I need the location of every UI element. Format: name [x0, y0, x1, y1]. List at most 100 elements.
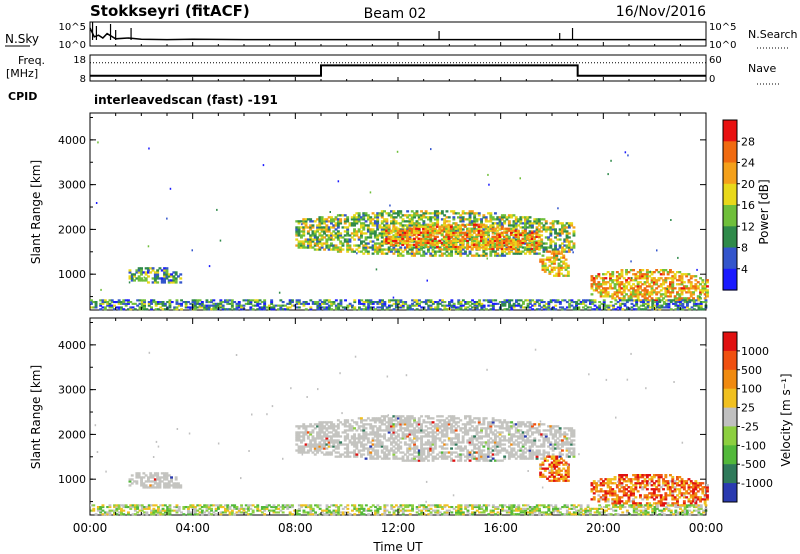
heatmap-cell	[413, 455, 416, 458]
heatmap-cell	[369, 216, 373, 219]
heatmap-cell	[514, 229, 518, 232]
heatmap-cell	[422, 419, 426, 422]
heatmap-cell	[200, 302, 204, 305]
heatmap-cell	[403, 429, 407, 432]
heatmap-cell	[537, 431, 541, 434]
heatmap-cell	[327, 306, 331, 309]
heatmap-cell	[572, 234, 576, 237]
heatmap-cell	[313, 437, 317, 440]
heatmap-cell	[498, 443, 502, 446]
heatmap-cell	[249, 299, 253, 302]
heatmap-cell	[387, 241, 391, 244]
heatmap-cell	[436, 306, 440, 309]
heatmap-cell	[295, 431, 299, 434]
heatmap-cell	[521, 431, 525, 434]
heatmap-cell	[447, 455, 451, 458]
heatmap-cell	[629, 279, 633, 282]
heatmap-cell	[304, 246, 308, 249]
heatmap-cell	[512, 455, 516, 458]
heatmap-cell	[491, 449, 495, 452]
heatmap-cell	[415, 214, 419, 217]
heatmap-cell	[535, 453, 539, 456]
heatmap-cell	[470, 425, 474, 428]
heatmap-cell	[537, 429, 541, 432]
heatmap-cell	[327, 439, 331, 442]
heatmap-cell	[389, 231, 393, 234]
heatmap-cell	[470, 443, 474, 446]
heatmap-cell	[563, 226, 567, 229]
heatmap-cell	[371, 439, 375, 442]
heatmap-cell	[508, 304, 511, 307]
heatmap-cell	[263, 306, 267, 309]
heatmap-cell	[436, 457, 440, 460]
heatmap-cell	[406, 210, 410, 213]
heatmap-cell	[344, 306, 347, 309]
heatmap-cell	[309, 431, 313, 434]
heatmap-cell	[327, 248, 331, 251]
heatmap-cell	[449, 227, 453, 230]
heatmap-cell	[531, 226, 534, 229]
heatmap-cell	[537, 235, 541, 238]
heatmap-cell	[662, 279, 665, 282]
heatmap-cell	[406, 226, 410, 229]
heatmap-cell	[484, 227, 488, 230]
heatmap-cell	[371, 228, 375, 231]
heatmap-cell	[599, 285, 603, 288]
heatmap-cell	[167, 275, 171, 278]
heatmap-cell	[480, 306, 484, 309]
heatmap-cell	[613, 279, 617, 282]
heatmap-cell	[508, 302, 511, 305]
heatmap-cell	[468, 216, 472, 219]
heatmap-cell	[500, 216, 504, 219]
heatmap-cell	[341, 214, 345, 217]
heatmap-cell	[450, 443, 453, 446]
heatmap-cell	[452, 228, 456, 231]
heatmap-cell	[472, 229, 476, 232]
heatmap-cell	[343, 429, 347, 432]
heatmap-cell	[332, 433, 336, 436]
heatmap-cell	[417, 224, 421, 227]
heatmap-cell	[431, 241, 435, 244]
heatmap-cell	[526, 431, 530, 434]
heatmap-cell	[339, 301, 343, 304]
heatmap-cell	[454, 245, 458, 249]
heatmap-cell	[422, 237, 425, 240]
heatmap-cell	[362, 218, 366, 221]
heatmap-cell	[411, 304, 414, 307]
heatmap-cell	[507, 433, 511, 436]
heatmap-cell	[415, 250, 419, 253]
heatmap-cell	[170, 281, 173, 284]
heatmap-cell	[390, 210, 393, 213]
heatmap-cell	[399, 254, 403, 257]
heatmap-cell	[297, 433, 301, 436]
heatmap-cell	[380, 415, 384, 418]
heatmap-cell	[500, 241, 504, 244]
heatmap-cell	[369, 431, 373, 434]
heatmap-cell	[297, 244, 301, 247]
heatmap-cell	[454, 231, 458, 234]
heatmap-cell	[130, 273, 134, 276]
heatmap-cell	[336, 248, 340, 251]
heatmap-cell	[615, 283, 619, 286]
heatmap-cell	[316, 443, 319, 446]
heatmap-cell	[498, 437, 502, 440]
heatmap-cell	[163, 269, 166, 272]
heatmap-cell	[452, 247, 456, 251]
heatmap-cell	[468, 439, 472, 442]
heatmap-cell	[360, 437, 363, 440]
heatmap-cell	[383, 242, 386, 245]
heatmap-cell	[240, 304, 243, 307]
heatmap-cell	[397, 299, 401, 302]
heatmap-cell	[364, 423, 368, 426]
heatmap-cell	[544, 228, 548, 231]
heatmap-cell	[408, 431, 412, 434]
heatmap-cell	[646, 306, 650, 309]
heatmap-cell	[406, 250, 410, 253]
heatmap-cell	[452, 431, 456, 434]
heatmap-cell	[498, 451, 502, 454]
heatmap-cell	[396, 227, 400, 230]
heatmap-cell	[642, 302, 645, 305]
heatmap-cell	[507, 250, 511, 253]
heatmap-cell	[429, 220, 433, 223]
heatmap-cell	[436, 302, 440, 305]
